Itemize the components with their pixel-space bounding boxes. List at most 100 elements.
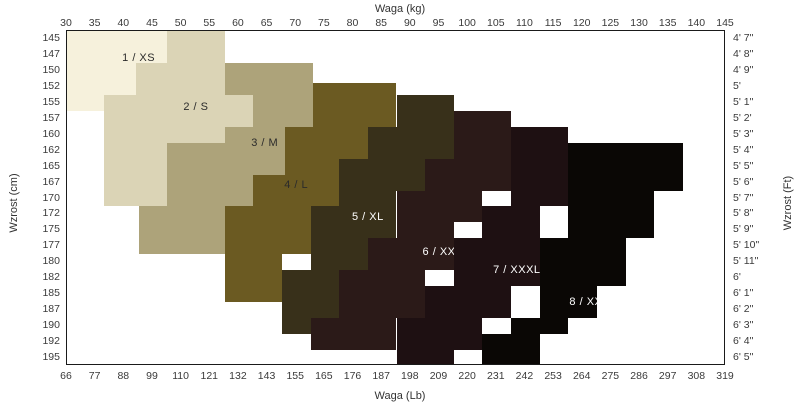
top-tick-label: 100 (458, 17, 476, 29)
size-zone-cell (396, 190, 483, 223)
size-zone-cell (253, 174, 340, 207)
size-zone-cell (310, 318, 397, 351)
top-tick-label: 90 (403, 17, 416, 29)
left-tick-label: 182 (42, 271, 60, 284)
bottom-tick-label: 187 (372, 370, 390, 382)
right-tick-label: 6' 5" (733, 351, 754, 364)
bottom-tick-label: 155 (286, 370, 304, 382)
size-zone-cell (339, 158, 426, 191)
size-zone-cell (135, 62, 225, 95)
size-zone-cell (453, 110, 512, 159)
left-tick-label: 147 (42, 47, 60, 60)
right-tick-label: 6' 1" (733, 287, 754, 300)
left-tick-label: 145 (42, 31, 60, 44)
top-tick-label: 50 (174, 17, 187, 29)
bottom-tick-label: 143 (257, 370, 276, 382)
bottom-tick-label: 275 (601, 370, 620, 382)
left-tick-label: 150 (42, 63, 60, 76)
size-zone-cell (482, 206, 540, 239)
size-zone-cell (313, 82, 397, 127)
left-tick-label: 195 (42, 351, 60, 364)
top-tick-label: 35 (88, 17, 101, 29)
top-tick-label: 30 (60, 17, 72, 29)
left-tick-label: 160 (42, 127, 60, 140)
right-tick-label: 5' 11" (733, 255, 759, 268)
bottom-tick-label: 165 (315, 370, 333, 382)
size-zone-cell (367, 238, 454, 271)
bottom-tick-label: 88 (117, 370, 130, 382)
size-zone-cell (339, 190, 397, 207)
top-tick-label: 130 (630, 17, 648, 29)
size-zone-cell (224, 62, 314, 95)
right-tick-label: 5' 3" (733, 127, 754, 140)
left-tick-label: 177 (42, 239, 60, 252)
top-tick-label: 120 (572, 17, 591, 29)
top-tick-label: 145 (716, 17, 734, 29)
bottom-tick-label: 121 (200, 370, 219, 382)
right-tick-label: 4' 7" (733, 31, 754, 44)
bottom-tick-label: 110 (172, 370, 189, 382)
right-tick-label: 5' 4" (733, 143, 754, 156)
bottom-tick-label: 297 (658, 370, 677, 382)
size-zone-cell (310, 206, 397, 239)
left-tick-label: 167 (42, 175, 60, 188)
size-zone-cell (310, 238, 368, 271)
size-zone-cell (425, 158, 512, 191)
bottom-tick-label: 308 (687, 370, 706, 382)
top-tick-label: 95 (432, 17, 445, 29)
size-zone-cell (224, 126, 285, 143)
right-tick-label: 5' 9" (733, 223, 754, 236)
size-zone-cell (339, 270, 426, 319)
bottom-tick-label: 264 (572, 370, 591, 382)
left-tick-label: 192 (42, 335, 60, 348)
size-zone-cell (511, 174, 569, 207)
size-zone-cell (167, 31, 225, 63)
right-tick-label: 5' 10" (733, 239, 760, 252)
size-zone-cell (167, 142, 285, 175)
size-zone-cell (511, 126, 569, 175)
size-zone-cell (367, 126, 454, 159)
size-zone-cell (167, 174, 254, 207)
top-tick-label: 65 (260, 17, 273, 29)
bottom-tick-label: 220 (458, 370, 476, 382)
left-tick-label: 170 (42, 191, 60, 204)
size-zone-cell (224, 206, 311, 255)
size-zone-cell (511, 318, 569, 335)
bottom-axis-title: Waga (Lb) (374, 390, 426, 402)
right-tick-label: 5' 5" (733, 159, 754, 172)
right-tick-label: 5' 2' (733, 111, 752, 124)
size-zone-cell (224, 254, 282, 303)
size-zone-cell (396, 350, 454, 364)
top-tick-label: 135 (658, 17, 677, 29)
right-tick-label: 5' 1" (733, 95, 754, 108)
right-tick-label: 6' 3" (733, 319, 754, 332)
top-tick-label: 55 (203, 17, 216, 29)
right-tick-label: 4' 8" (733, 47, 754, 60)
right-tick-label: 4' 9" (733, 63, 754, 76)
bottom-tick-label: 99 (146, 370, 158, 382)
left-tick-label: 152 (42, 79, 60, 92)
size-zone-cell (396, 222, 454, 239)
right-tick-label: 6' 2" (733, 303, 754, 316)
right-tick-label: 6' 4" (733, 335, 754, 348)
top-tick-label: 60 (232, 17, 244, 29)
top-tick-label: 115 (544, 17, 562, 29)
size-zone-cell (539, 238, 626, 287)
left-tick-label: 157 (42, 111, 60, 124)
right-tick-label: 5' 7" (733, 191, 754, 204)
bottom-tick-label: 209 (429, 370, 448, 382)
bottom-tick-label: 176 (343, 370, 362, 382)
size-zone-cell (396, 94, 454, 127)
bottom-tick-label: 132 (229, 370, 247, 382)
left-axis-title: Wzrost (cm) (8, 173, 20, 233)
left-tick-label: 175 (42, 223, 60, 236)
size-zone-cell (425, 286, 512, 319)
top-tick-label: 75 (318, 17, 330, 29)
size-zone-cell (104, 94, 254, 127)
size-zone-cell (281, 318, 311, 335)
left-tick-label: 190 (42, 319, 60, 332)
bottom-tick-label: 231 (487, 370, 505, 382)
size-zone-cell (396, 318, 483, 351)
